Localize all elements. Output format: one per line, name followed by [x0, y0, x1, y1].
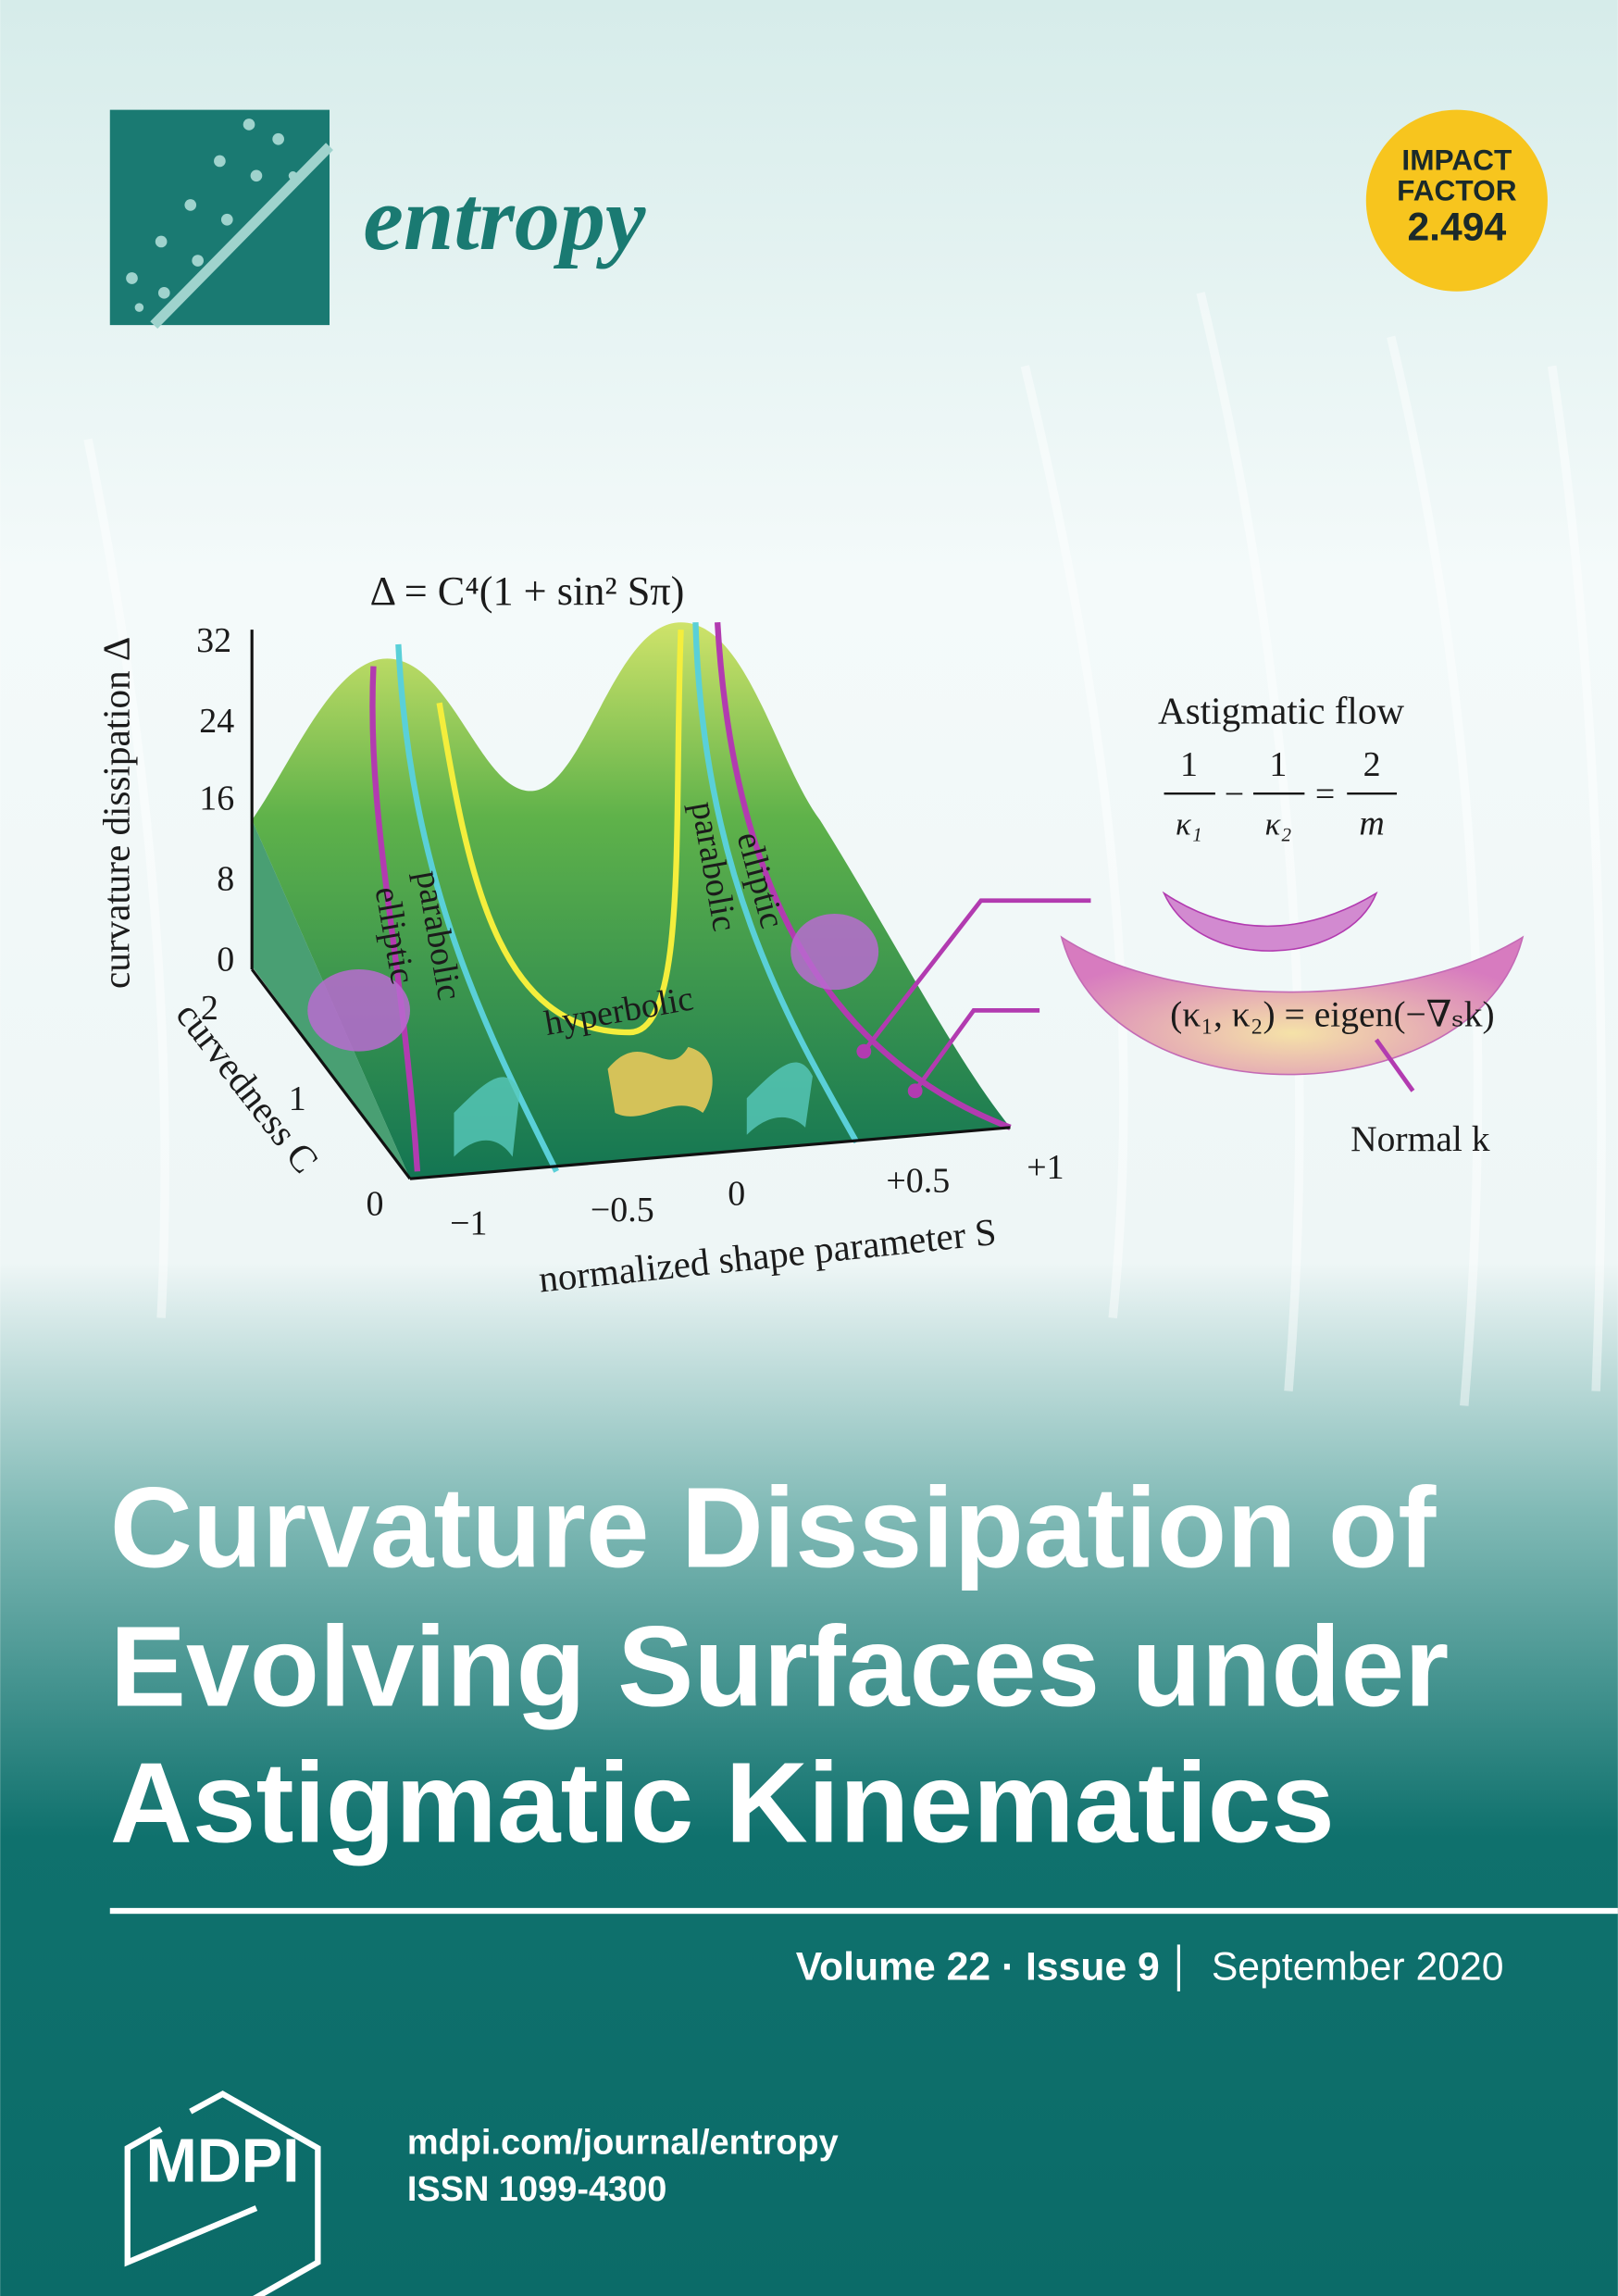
journal-logo — [109, 109, 330, 326]
parabolic-patch — [454, 1077, 520, 1157]
callout-line — [862, 898, 1091, 1054]
surface — [252, 622, 1011, 1179]
issue-date: September 2020 — [1212, 1944, 1504, 1989]
callout-line — [913, 1007, 1040, 1092]
logo-dot — [288, 171, 298, 181]
curve-parabolic — [395, 643, 559, 1173]
logo-dot — [214, 155, 226, 168]
fraction-numerator: 1 — [1180, 745, 1198, 784]
logo-dot — [272, 132, 284, 145]
volume-issue: Volume 22 · Issue 9 — [796, 1944, 1160, 1989]
streak — [1387, 335, 1483, 1406]
hyperbolic-patch — [607, 1046, 713, 1117]
inset-title: Astigmatic flow — [1158, 689, 1404, 731]
streak — [1547, 365, 1606, 1391]
curve-parabolic — [692, 622, 860, 1144]
elliptic-patch — [307, 969, 411, 1052]
logo-dot — [126, 272, 138, 284]
s-tick-label: −0.5 — [591, 1191, 654, 1229]
fraction-denominator: κ₂ — [1265, 806, 1292, 842]
curve-hyperbolic — [436, 629, 684, 1036]
callout-dot — [907, 1083, 923, 1099]
logo-dot — [134, 303, 144, 312]
inset-bowl — [1060, 935, 1525, 1076]
c-tick-label: 2 — [201, 989, 218, 1028]
y-tick-label: 16 — [199, 780, 234, 818]
s-tick-label: −1 — [450, 1204, 487, 1242]
impact-label: FACTOR — [1397, 174, 1517, 207]
journal-url: mdpi.com/journal/entropy — [407, 2124, 839, 2163]
article-title: Astigmatic Kinematics — [110, 1740, 1335, 1867]
s-tick-label: +1 — [1027, 1148, 1064, 1187]
y-tick-label: 24 — [199, 702, 234, 741]
logo-dots — [126, 119, 298, 312]
inset-saddle — [1162, 891, 1378, 952]
equation-operator: − — [1225, 775, 1244, 814]
y-tick-label: 32 — [196, 621, 231, 660]
mdpi-hexagon — [124, 2126, 258, 2267]
streak — [1020, 365, 1128, 1318]
logo-dot — [192, 255, 204, 267]
axes — [250, 630, 1011, 1180]
equation-operator: = — [1315, 775, 1335, 814]
y-tick-label: 8 — [217, 860, 234, 899]
title-rule — [109, 1907, 1618, 1915]
callouts — [862, 898, 1091, 1092]
mdpi-hexagon — [189, 2090, 321, 2296]
streak — [83, 438, 169, 1318]
c-axis-line — [250, 968, 412, 1180]
fraction-denominator: κ₁ — [1176, 806, 1202, 842]
publisher-logo: MDPI — [146, 2128, 300, 2196]
s-tick-label: 0 — [728, 1175, 745, 1214]
s-axis-line — [409, 1126, 1011, 1180]
journal-name: entropy — [363, 169, 645, 269]
logo-dot — [243, 119, 255, 131]
y-tick-label: 0 — [217, 941, 234, 980]
fraction-numerator: 1 — [1269, 745, 1287, 784]
curve-elliptic — [369, 666, 421, 1172]
issn: ISSN 1099-4300 — [407, 2170, 667, 2209]
parabolic-patch — [746, 1062, 813, 1135]
impact-factor-badge — [1365, 109, 1548, 292]
elliptic-patch — [790, 913, 879, 991]
c-tick-label: 0 — [367, 1185, 384, 1224]
y-axis-label: curvature dissipation Δ — [94, 637, 137, 989]
surface-formula: Δ = C⁴(1 + sin² Sπ) — [370, 568, 685, 614]
logo-dot — [250, 169, 263, 182]
background-streaks — [83, 292, 1606, 1406]
logo-dot — [155, 235, 168, 248]
logo-dot — [184, 199, 197, 211]
impact-value: 2.494 — [1407, 205, 1506, 249]
fraction-denominator: m — [1359, 805, 1384, 843]
streak — [1196, 292, 1304, 1391]
logo-dot — [157, 287, 170, 299]
article-title: Curvature Dissipation of — [110, 1464, 1437, 1591]
eigen-formula: (κ₁, κ₂) = eigen(−∇ₛk) — [1170, 994, 1494, 1035]
fraction-numerator: 2 — [1363, 745, 1381, 784]
normal-label: Normal k — [1350, 1118, 1490, 1159]
article-title: Evolving Surfaces under — [110, 1603, 1449, 1731]
s-tick-label: +0.5 — [886, 1161, 950, 1200]
logo-stripe — [150, 143, 333, 330]
callout-dot — [856, 1043, 872, 1059]
impact-label: IMPACT — [1401, 143, 1512, 176]
normal-arrow — [1374, 1038, 1415, 1092]
logo-dot — [220, 213, 233, 226]
c-tick-label: 1 — [289, 1079, 306, 1118]
